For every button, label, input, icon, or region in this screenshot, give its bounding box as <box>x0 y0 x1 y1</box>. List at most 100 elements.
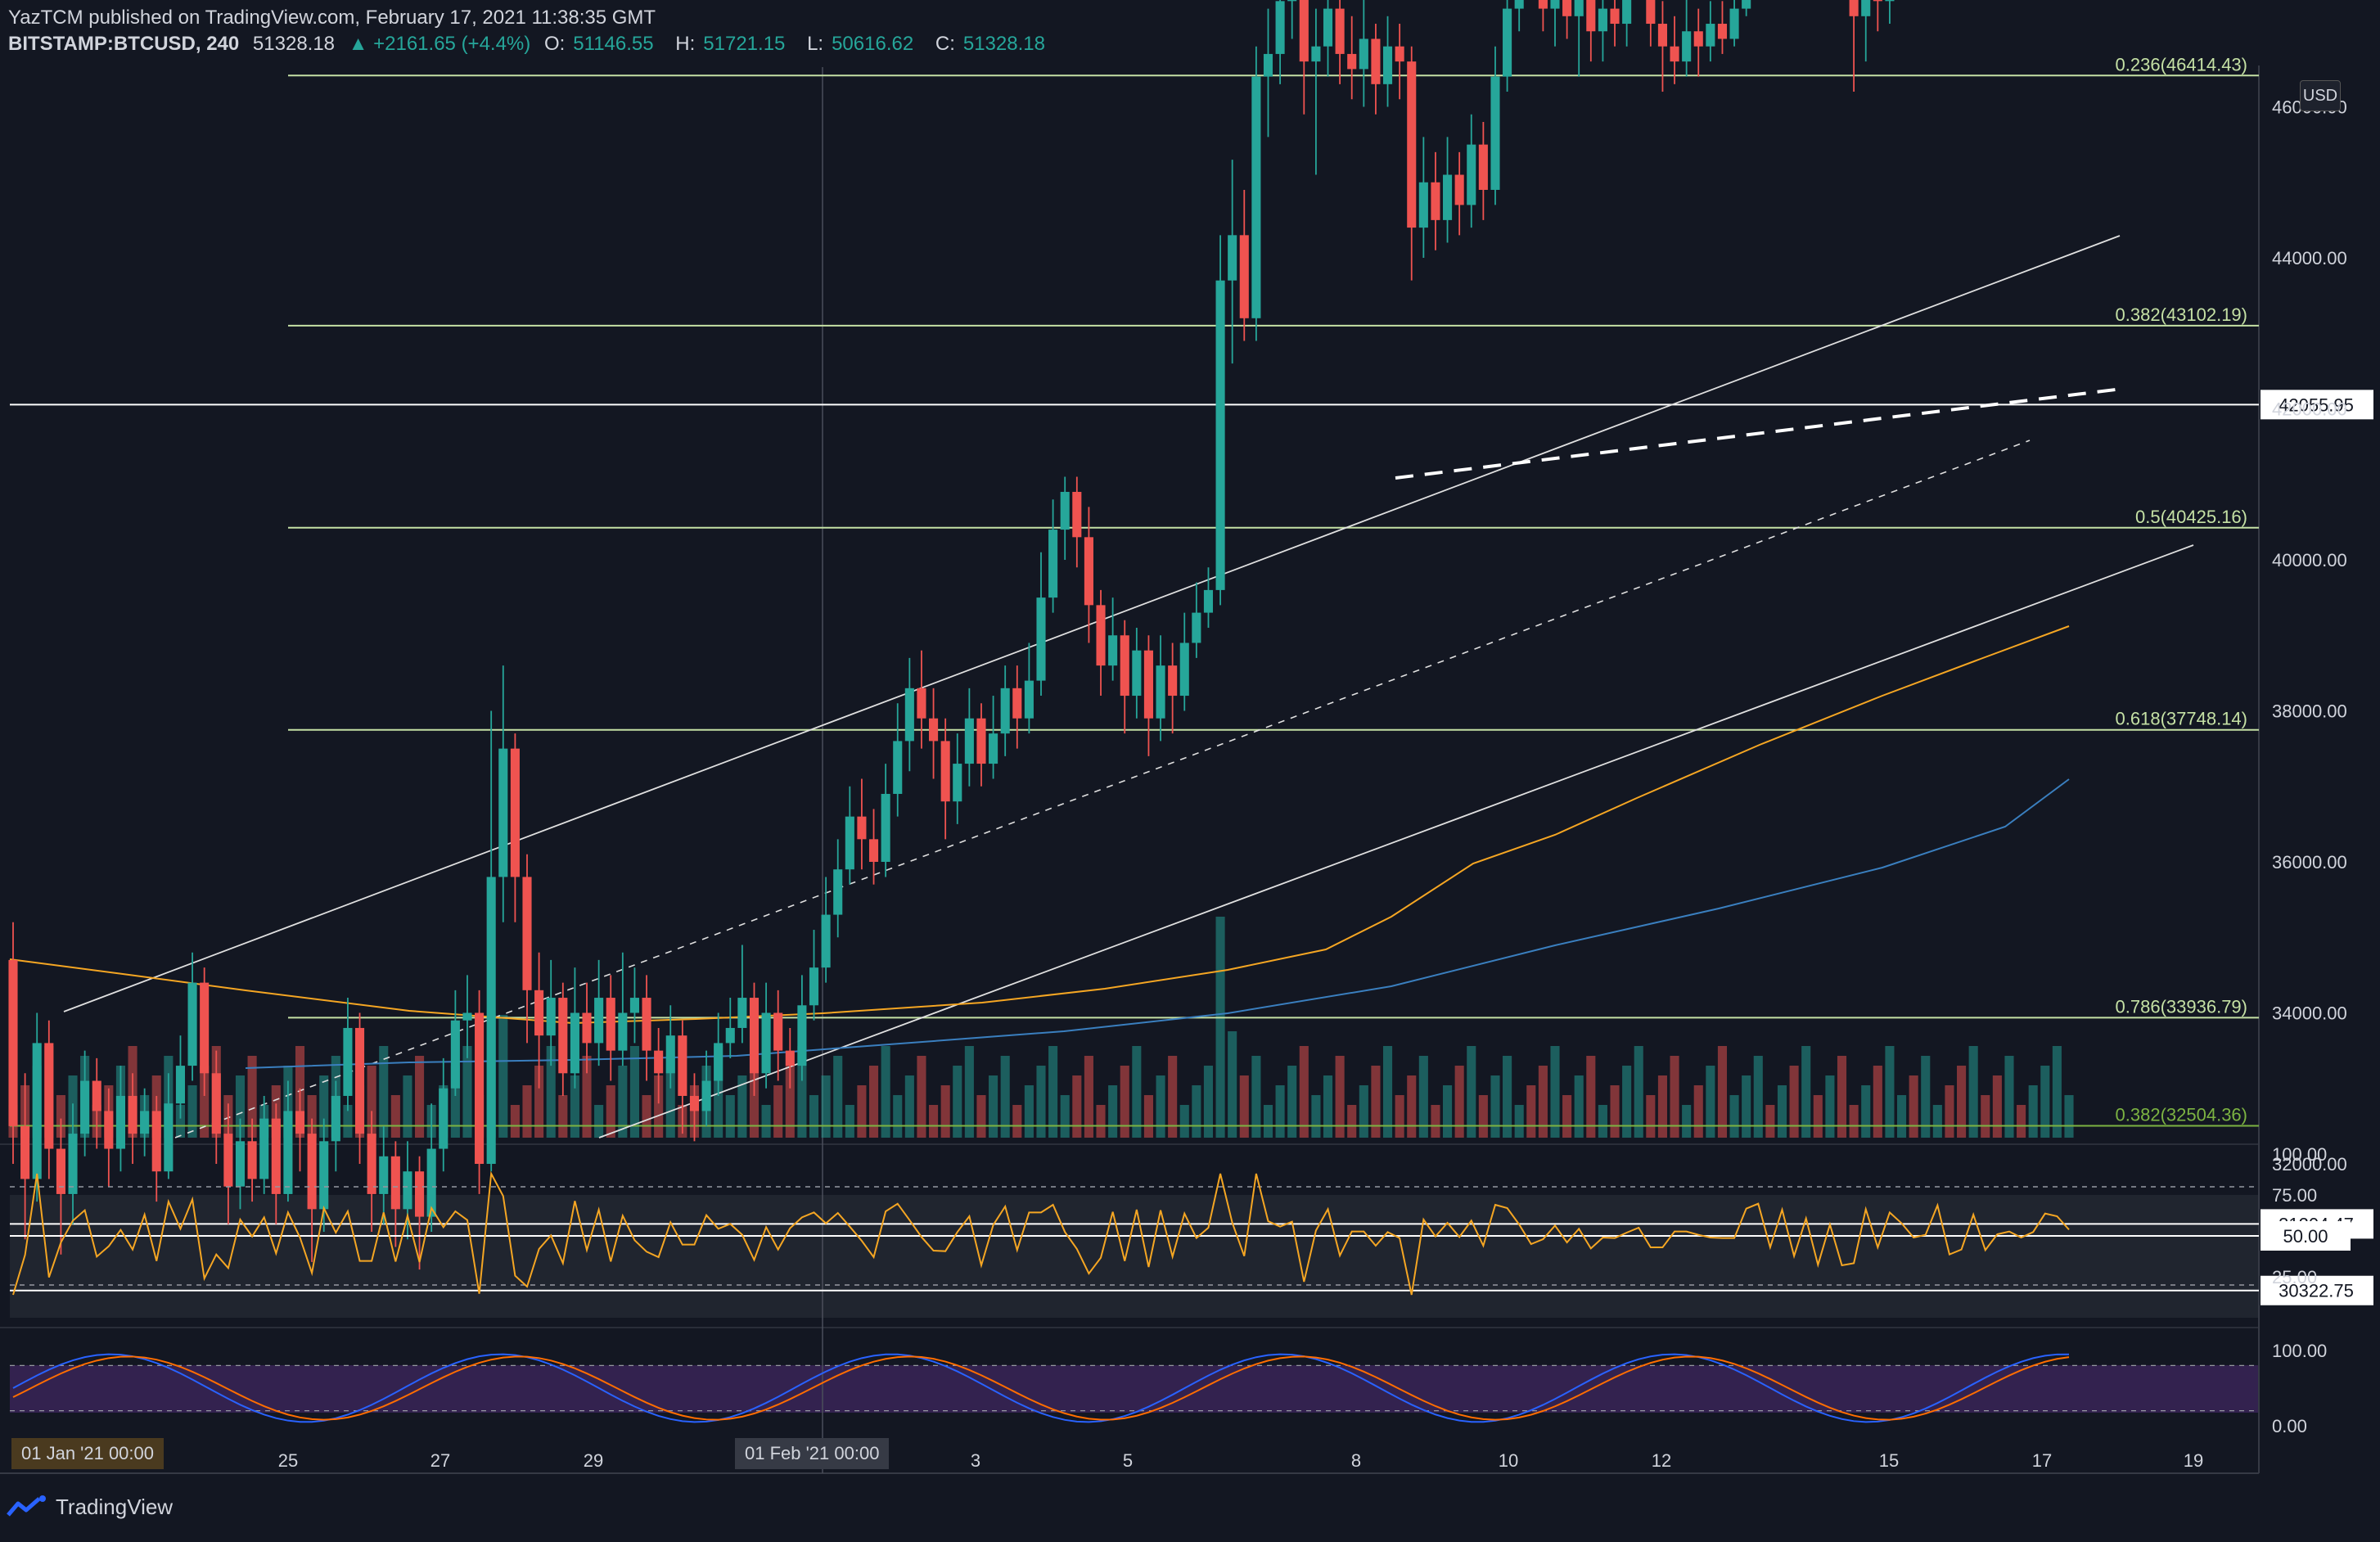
volume-bar <box>1849 1105 1859 1138</box>
fib-level-label: 0.5(40425.16) <box>2135 507 2247 527</box>
candle-body <box>1120 635 1129 697</box>
candle-body <box>582 1012 592 1044</box>
candle-body <box>1514 0 1524 9</box>
candle-body <box>1179 642 1189 697</box>
volume-bar <box>1717 1046 1728 1138</box>
volume-bar <box>1192 1085 1201 1138</box>
volume-bar <box>1789 1066 1799 1138</box>
volume-bar <box>1538 1066 1548 1138</box>
candle-body <box>904 688 914 742</box>
candle-body <box>486 877 496 1164</box>
candle-body <box>773 1012 783 1051</box>
candle-body <box>821 914 831 968</box>
rsi-level-label: 50.00 <box>2283 1226 2328 1247</box>
volume-bar <box>1168 1056 1178 1138</box>
candle-body <box>1586 0 1596 32</box>
volume-bar <box>1060 1095 1070 1138</box>
rsi-tick-label: 25.00 <box>2272 1267 2317 1287</box>
candle-body <box>929 718 939 742</box>
high-label: H: <box>675 33 696 55</box>
stoch-tick-label: 100.00 <box>2272 1341 2327 1361</box>
candle-body <box>1251 76 1261 318</box>
volume-bar <box>1932 1105 1942 1138</box>
date-badge-feb: 01 Feb '21 00:00 <box>735 1438 890 1469</box>
candle-body <box>223 1134 233 1187</box>
candle-body <box>331 1095 340 1142</box>
candle-body <box>1000 688 1010 734</box>
price-change: ▲ +2161.65 (+4.4%) <box>348 33 531 55</box>
volume-bar <box>1251 1056 1261 1138</box>
time-tick-label: 15 <box>1879 1450 1899 1471</box>
candle-body <box>271 1118 281 1194</box>
candle-body <box>809 967 819 1006</box>
volume-bar <box>1382 1046 1393 1138</box>
volume-bar <box>1921 1056 1931 1138</box>
volume-bar <box>618 1066 628 1138</box>
candle-body <box>1371 38 1381 84</box>
candle-body <box>1143 650 1153 719</box>
volume-bar <box>1096 1105 1106 1138</box>
volume-bar <box>1896 1095 1907 1138</box>
candle-body <box>390 1156 400 1210</box>
candle-body <box>1454 174 1464 205</box>
volume-bar <box>1550 1046 1560 1138</box>
volume-bar <box>629 1046 639 1138</box>
volume-bar <box>570 1075 579 1138</box>
candle-body <box>1418 182 1428 228</box>
currency-badge[interactable]: USD <box>2300 80 2341 111</box>
candle-body <box>235 1141 246 1187</box>
candle-body <box>1742 0 1751 9</box>
volume-bar <box>1657 1075 1667 1138</box>
volume-bar <box>1981 1095 1990 1138</box>
volume-bar <box>343 1105 353 1138</box>
volume-bar <box>546 1046 556 1138</box>
candle-body <box>1873 0 1882 2</box>
volume-bar <box>606 1085 615 1138</box>
candle-body <box>1012 688 1022 719</box>
candle-body <box>44 1043 54 1149</box>
candle-body <box>833 869 843 915</box>
volume-bar <box>1156 1075 1165 1138</box>
volume-bar <box>1443 1085 1453 1138</box>
candle-body <box>1323 8 1333 47</box>
volume-bar <box>1742 1075 1751 1138</box>
volume-bar <box>953 1066 962 1138</box>
time-tick-label: 12 <box>1652 1450 1671 1471</box>
volume-bar <box>594 1105 604 1138</box>
rsi-line <box>12 1170 2070 1296</box>
candle-body <box>737 998 747 1028</box>
candle-body <box>558 998 568 1074</box>
symbol-label[interactable]: BITSTAMP:BTCUSD, 240 <box>8 33 240 55</box>
candle-body <box>797 1005 807 1066</box>
price-tick-label: 34000.00 <box>2272 1003 2347 1024</box>
volume-bar <box>1503 1056 1512 1138</box>
volume-bar <box>1048 1046 1058 1138</box>
candle-body <box>1885 0 1895 2</box>
volume-bar <box>1622 1066 1632 1138</box>
candle-body <box>570 1012 579 1074</box>
last-price: 51328.18 <box>252 33 336 55</box>
candle-body <box>964 718 974 764</box>
tradingview-logo[interactable]: TradingView <box>7 1495 173 1520</box>
candle-body <box>1168 665 1178 697</box>
time-tick-label: 3 <box>971 1450 980 1471</box>
support-price-label: 30322.75 <box>2279 1281 2354 1301</box>
candle-body <box>510 748 520 877</box>
volume-bar <box>175 1105 186 1138</box>
volume-bar <box>56 1095 65 1138</box>
volume-bar <box>1454 1066 1464 1138</box>
candle-body <box>1693 31 1703 47</box>
candle-body <box>785 1050 795 1066</box>
candle-body <box>367 1134 376 1194</box>
volume-bar <box>1562 1095 1572 1138</box>
candle-body <box>953 764 962 802</box>
candle-body <box>940 741 950 802</box>
volume-bar <box>1801 1046 1811 1138</box>
tradingview-logo-icon <box>7 1495 46 1517</box>
publisher-line: YazTCM published on TradingView.com, Feb… <box>8 5 1062 31</box>
candle-body <box>1072 491 1082 538</box>
candle-body <box>1096 605 1106 666</box>
volume-bar <box>534 1066 544 1138</box>
volume-bar <box>1024 1085 1034 1138</box>
